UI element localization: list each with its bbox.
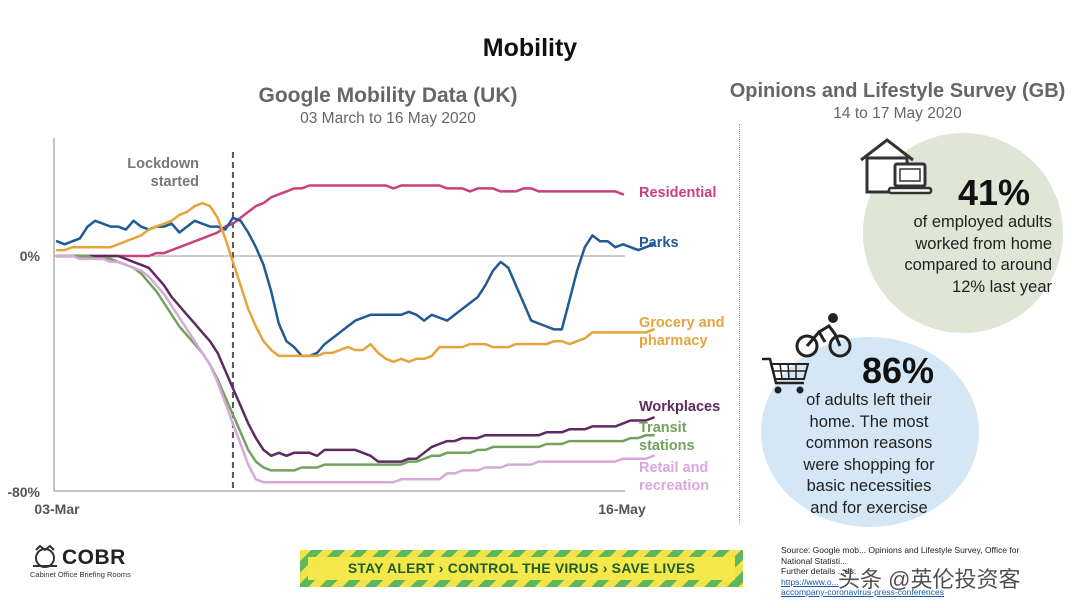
cyclist-icon [795, 313, 852, 358]
series-line-residential [55, 184, 625, 258]
series-line-parks [55, 216, 655, 358]
source-link[interactable]: https://www.o... [781, 576, 839, 587]
y-tick-label: 0% [20, 248, 41, 264]
stat1-value: 41% [958, 172, 1031, 213]
crest-icon [33, 544, 57, 568]
chart-title: Google Mobility Data (UK) [258, 84, 518, 107]
chart-axes: 0% -80%03-Mar 16-May [7, 138, 646, 517]
stat1-description: of employed adults worked from home comp… [866, 212, 1052, 298]
shopping-cart-icon [762, 357, 810, 394]
stat2-line: common reasons [805, 434, 933, 452]
watermark: 头条 @英伦投资客 [838, 567, 1021, 592]
source-line: National Statisti... [781, 555, 848, 566]
stat1-line: of employed adults [913, 213, 1052, 231]
series-label: stations [639, 438, 695, 454]
stat2-line: home. The most [809, 412, 929, 431]
home-office-icon [860, 138, 933, 195]
series-line-grocery-and-pharmacy [55, 201, 655, 364]
cobr-logo-text: COBR [62, 546, 126, 569]
chart-series [55, 184, 655, 484]
series-label: Workplaces [639, 399, 720, 415]
y-tick-label: -80% [7, 484, 40, 500]
stat1-line: worked from home [915, 234, 1052, 253]
lockdown-annotation: started [151, 174, 199, 190]
source-line: Further details ...ds: [781, 566, 857, 576]
stat2-value: 86% [862, 350, 935, 391]
stat1-line: 12% last year [952, 277, 1052, 296]
survey-subtitle: 14 to 17 May 2020 [833, 105, 962, 122]
slide-title: Mobility [482, 34, 578, 62]
banner-text: STAY ALERT › CONTROL THE VIRUS › SAVE LI… [308, 557, 735, 580]
stat2-line: and for exercise [810, 498, 928, 517]
series-label: Grocery and [639, 315, 724, 331]
series-line-transit-stations [55, 254, 655, 472]
x-tick-label: 03-Mar [34, 501, 80, 517]
series-line-retail-and-recreation [55, 254, 655, 484]
stat2-description: of adults left their home. The most comm… [782, 390, 956, 519]
survey-title: Opinions and Lifestyle Survey (GB) [729, 80, 1066, 102]
mobility-chart: 0% -80%03-Mar 16-May Lockdown started Reside… [7, 138, 724, 517]
source-link[interactable]: accompany-coronavirus-press-conferences [781, 587, 944, 597]
cobr-logo-subtitle: Cabinet Office Briefing Rooms [30, 570, 131, 579]
x-tick-label: 16-May [598, 501, 646, 517]
stay-alert-banner: STAY ALERT › CONTROL THE VIRUS › SAVE LI… [300, 550, 743, 587]
source-line: Source: Google mob... Opinions and Lifes… [781, 545, 1020, 555]
series-label: pharmacy [639, 333, 708, 349]
series-label: Parks [639, 235, 679, 251]
stat2-line: basic necessities [806, 477, 932, 495]
stat2-line: of adults left their [806, 391, 932, 409]
lockdown-annotation: Lockdown [127, 156, 199, 172]
series-label: recreation [639, 478, 709, 494]
series-label: Residential [639, 185, 716, 201]
section-divider [739, 124, 740, 524]
stat-bubble-left-home [761, 337, 979, 527]
series-line-workplaces [55, 254, 655, 463]
stat2-line: were shopping for [803, 455, 935, 474]
source-note: Source: Google mob... Opinions and Lifes… [781, 545, 1071, 598]
chart-labels: Lockdown started Residential Parks Grocery a… [127, 156, 724, 494]
series-label: Retail and [639, 460, 708, 476]
chart-subtitle: 03 March to 16 May 2020 [300, 110, 476, 127]
stat1-line: compared to around [904, 256, 1052, 274]
series-label: Transit [639, 420, 687, 436]
